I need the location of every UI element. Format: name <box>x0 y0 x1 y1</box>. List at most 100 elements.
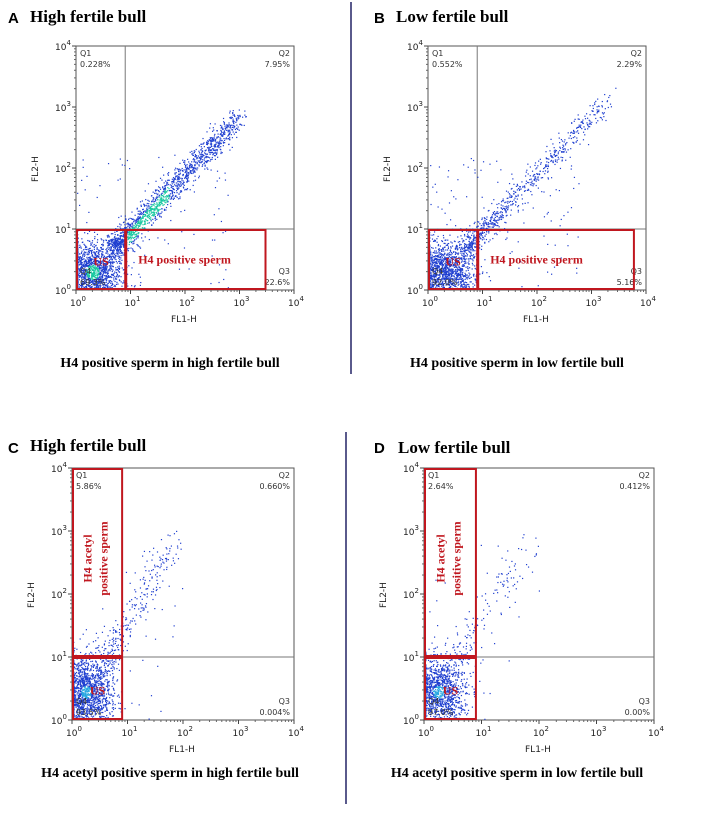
panel-divider-bottom <box>345 432 347 804</box>
x-tick-label: 104 <box>640 295 656 309</box>
x-tick-label: 103 <box>586 295 602 309</box>
y-tick-label: 101 <box>403 650 419 664</box>
y-tick-label: 103 <box>51 524 67 538</box>
x-axis-label: FL1-H <box>525 745 551 755</box>
gate-label: H4 acetyl <box>433 534 447 583</box>
x-tick-label: 102 <box>531 295 547 309</box>
panel-caption: H4 positive sperm in high fertile bull <box>10 354 330 373</box>
x-tick-label: 101 <box>125 295 141 309</box>
quadrant-name: Q2 <box>631 49 642 58</box>
quadrant-percentage: 7.95% <box>265 60 291 69</box>
y-tick-label: 101 <box>407 222 423 236</box>
quadrant-name: Q1 <box>432 49 443 58</box>
x-tick-label: 100 <box>418 725 434 739</box>
quadrant-percentage: 97.0% <box>428 708 454 717</box>
quadrant-name: Q2 <box>639 471 650 480</box>
x-tick-label: 104 <box>288 725 304 739</box>
x-tick-label: 101 <box>477 295 493 309</box>
x-tick-label: 101 <box>122 725 138 739</box>
quadrant-name: Q3 <box>279 697 290 706</box>
quadrant-name: Q1 <box>76 471 87 480</box>
y-tick-label: 102 <box>51 587 67 601</box>
quadrant-percentage: 22.6% <box>265 278 291 287</box>
gate-label: US <box>443 684 459 698</box>
y-tick-label: 100 <box>403 713 419 727</box>
x-tick-label: 103 <box>591 725 607 739</box>
x-tick-label: 100 <box>70 295 86 309</box>
panel-caption: H4 acetyl positive sperm in low fertile … <box>362 764 672 783</box>
y-tick-label: 102 <box>403 587 419 601</box>
quadrant-name: Q1 <box>428 471 439 480</box>
gate-label: positive sperm <box>97 521 111 595</box>
gate-label: US <box>90 684 106 698</box>
gate-label: US <box>93 255 109 269</box>
y-tick-label: 102 <box>55 161 71 175</box>
x-tick-label: 102 <box>179 295 195 309</box>
y-tick-label: 101 <box>51 650 67 664</box>
y-tick-label: 102 <box>407 161 423 175</box>
quadrant-percentage: 5.86% <box>76 482 102 491</box>
quadrant-percentage: 5.16% <box>617 278 643 287</box>
y-tick-label: 100 <box>55 283 71 297</box>
quadrant-percentage: 92.0% <box>432 278 458 287</box>
quadrant-percentage: 0.552% <box>432 60 463 69</box>
x-tick-label: 100 <box>422 295 438 309</box>
x-tick-label: 103 <box>233 725 249 739</box>
y-tick-label: 103 <box>407 100 423 114</box>
y-tick-label: 101 <box>55 222 71 236</box>
quadrant-name: Q4 <box>76 697 87 706</box>
panel-caption: H4 acetyl positive sperm in high fertile… <box>15 764 325 783</box>
y-tick-label: 103 <box>55 100 71 114</box>
quadrant-percentage: 0.412% <box>619 482 650 491</box>
quadrant-name: Q4 <box>80 267 91 276</box>
x-axis-label: FL1-H <box>169 745 195 755</box>
y-axis-label: FL2-H <box>27 582 37 608</box>
x-axis-label: FL1-H <box>523 315 549 325</box>
quadrant-percentage: 69.3% <box>80 278 106 287</box>
y-tick-label: 103 <box>403 524 419 538</box>
quadrant-percentage: 2.29% <box>617 60 643 69</box>
gate-label: H4 positive sperm <box>490 253 583 267</box>
x-tick-label: 102 <box>177 725 193 739</box>
y-tick-label: 104 <box>403 461 419 475</box>
gate-label: US <box>445 255 461 269</box>
quadrant-percentage: 2.64% <box>428 482 454 491</box>
quadrant-name: Q3 <box>631 267 642 276</box>
x-tick-label: 102 <box>533 725 549 739</box>
quadrant-percentage: 0.660% <box>259 482 290 491</box>
quadrant-name: Q3 <box>279 267 290 276</box>
y-tick-label: 100 <box>407 283 423 297</box>
x-tick-label: 101 <box>476 725 492 739</box>
y-axis-label: FL2-H <box>383 156 393 182</box>
quadrant-percentage: 93.5% <box>76 708 102 717</box>
x-tick-label: 100 <box>66 725 82 739</box>
y-axis-label: FL2-H <box>31 156 41 182</box>
flow-cytometry-plot: 100100101101102102103103104104FL1-HFL2-H… <box>0 0 340 340</box>
quadrant-name: Q4 <box>428 697 439 706</box>
x-tick-label: 104 <box>648 725 664 739</box>
quadrant-name: Q4 <box>432 267 443 276</box>
y-tick-label: 104 <box>55 39 71 53</box>
panel-caption: H4 positive sperm in low fertile bull <box>357 354 677 373</box>
gate-label: H4 positive sperm <box>138 253 231 267</box>
quadrant-percentage: 0.00% <box>625 708 651 717</box>
gate-label: positive sperm <box>449 521 463 595</box>
y-tick-label: 104 <box>407 39 423 53</box>
quadrant-name: Q2 <box>279 471 290 480</box>
quadrant-name: Q2 <box>279 49 290 58</box>
y-tick-label: 100 <box>51 713 67 727</box>
y-axis-label: FL2-H <box>379 582 389 608</box>
x-tick-label: 104 <box>288 295 304 309</box>
quadrant-percentage: 0.004% <box>259 708 290 717</box>
quadrant-name: Q1 <box>80 49 91 58</box>
y-tick-label: 104 <box>51 461 67 475</box>
gate-label: H4 acetyl <box>81 534 95 583</box>
x-axis-label: FL1-H <box>171 315 197 325</box>
